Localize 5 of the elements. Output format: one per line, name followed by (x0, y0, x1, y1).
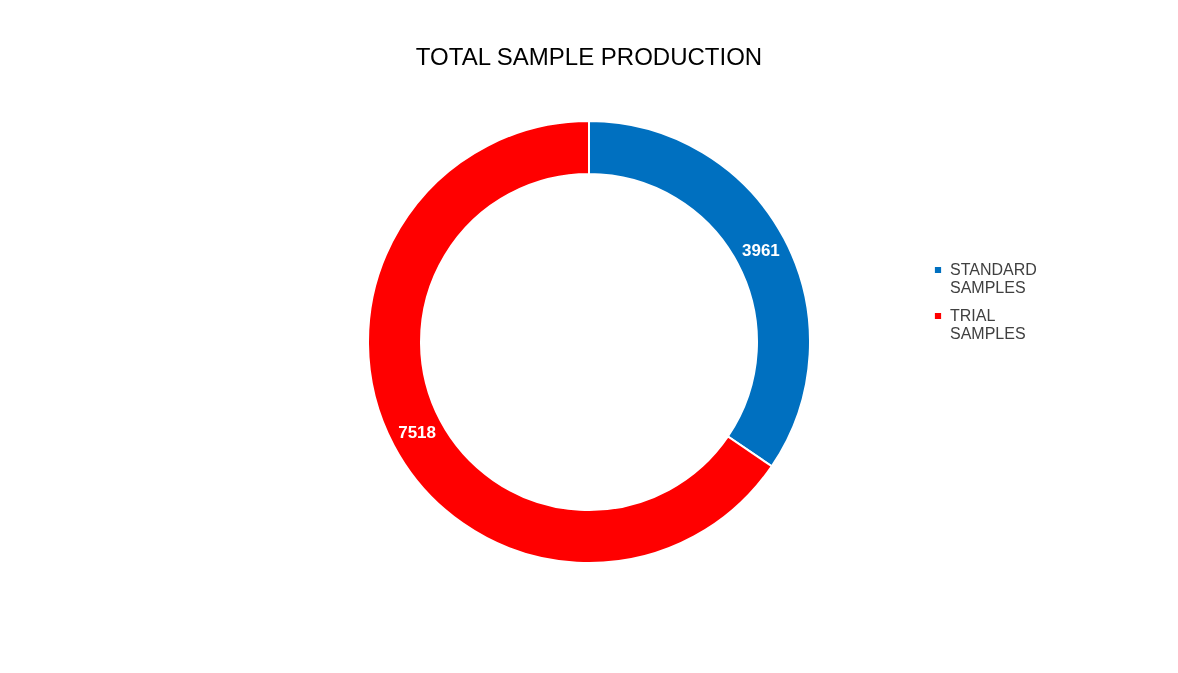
legend-label: TRIAL SAMPLES (950, 307, 1026, 342)
legend-label: STANDARD SAMPLES (950, 261, 1037, 296)
data-label: 7518 (398, 422, 436, 442)
chart-title: TOTAL SAMPLE PRODUCTION (415, 43, 763, 70)
data-label: 3961 (742, 241, 780, 261)
